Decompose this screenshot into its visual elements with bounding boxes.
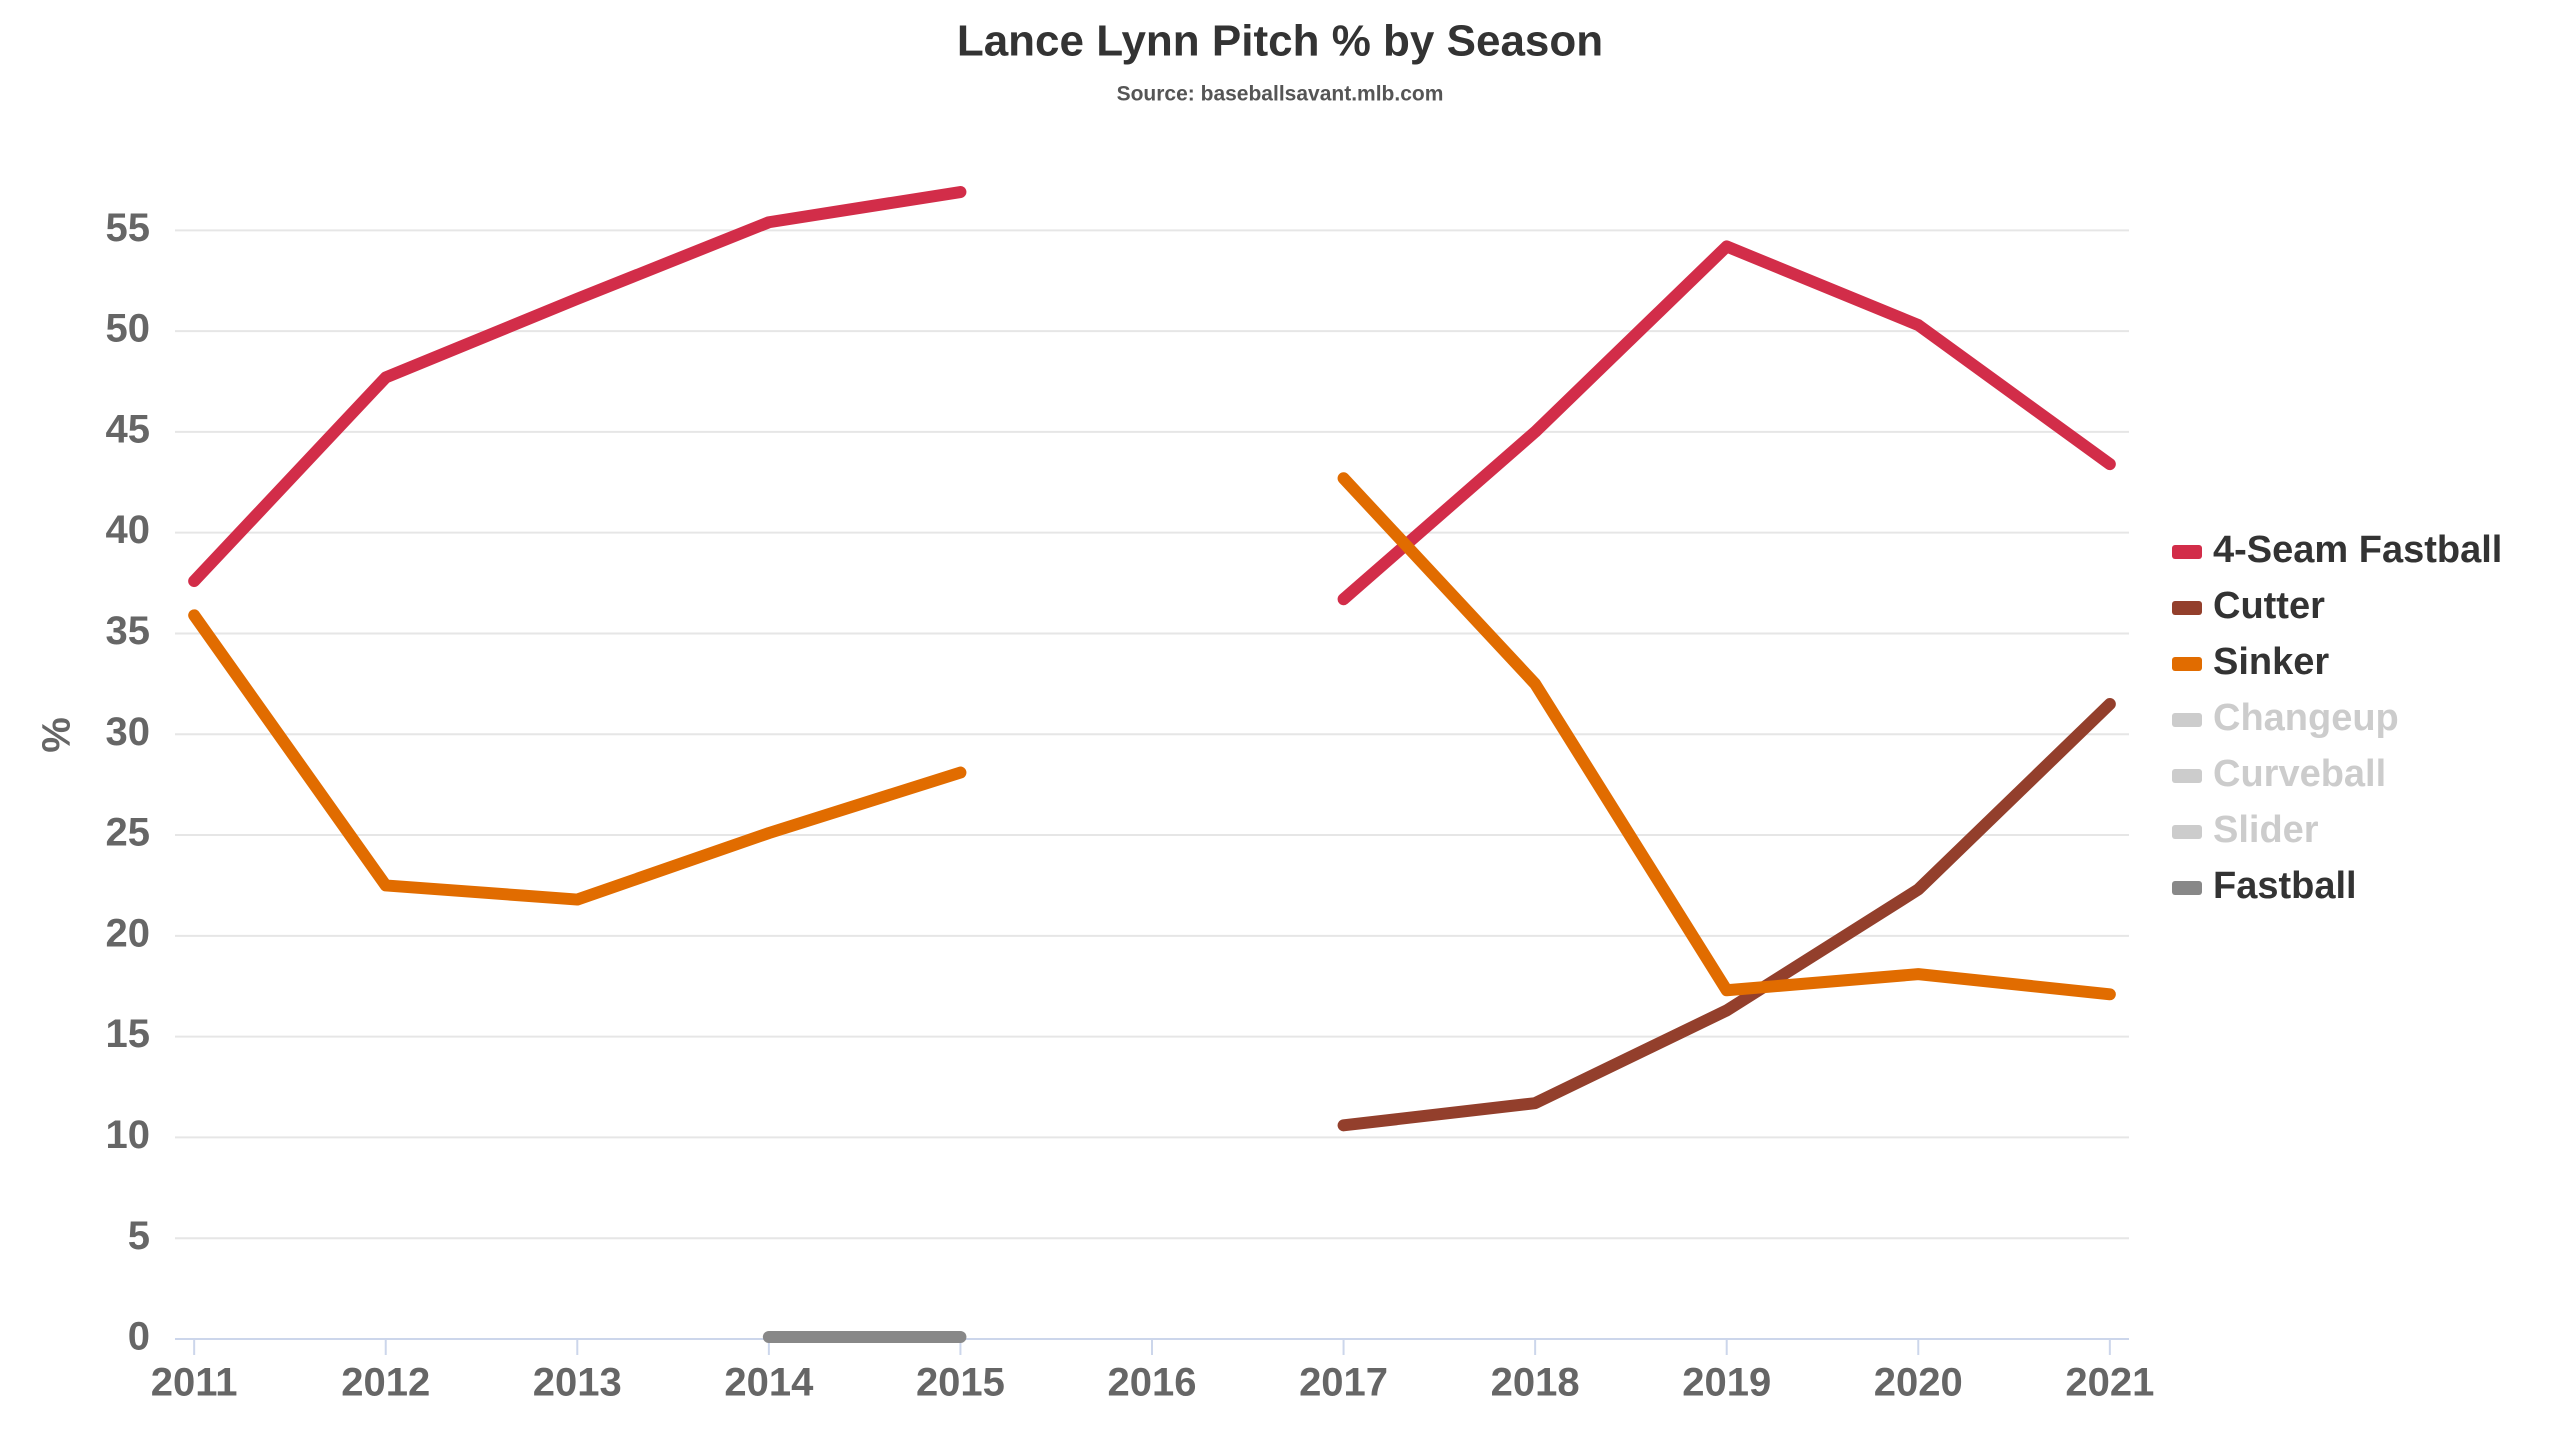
y-tick-label: 30 xyxy=(106,710,151,754)
legend-swatch xyxy=(2172,769,2202,783)
legend-label: Slider xyxy=(2213,809,2319,851)
y-tick-label: 40 xyxy=(106,508,151,552)
y-tick-label: 55 xyxy=(106,206,151,250)
x-tick-label: 2013 xyxy=(533,1361,622,1405)
series-line xyxy=(188,186,2116,606)
legend-label: Curveball xyxy=(2213,753,2386,795)
x-tick-label: 2021 xyxy=(2065,1361,2154,1405)
legend-label: 4-Seam Fastball xyxy=(2213,529,2502,571)
x-tick-label: 2012 xyxy=(341,1361,430,1405)
legend-label: Fastball xyxy=(2213,865,2357,907)
x-tick-label: 2014 xyxy=(724,1361,814,1405)
y-tick-label: 45 xyxy=(106,407,151,451)
y-tick-label: 25 xyxy=(106,811,151,855)
y-tick-label: 15 xyxy=(106,1012,151,1056)
legend-label: Cutter xyxy=(2213,585,2325,627)
legend-swatch xyxy=(2172,545,2202,559)
legend-swatch xyxy=(2172,881,2202,895)
y-tick-label: 10 xyxy=(106,1113,151,1157)
x-tick-label: 2017 xyxy=(1299,1361,1388,1405)
legend-swatch xyxy=(2172,825,2202,839)
x-tick-label: 2019 xyxy=(1682,1361,1771,1405)
x-tick-label: 2011 xyxy=(151,1361,238,1405)
y-tick-label: 50 xyxy=(106,307,151,351)
series-line xyxy=(1337,698,2116,1132)
y-axis-label: % xyxy=(35,717,79,753)
y-tick-label: 35 xyxy=(106,609,151,653)
y-tick-label: 0 xyxy=(128,1315,150,1359)
x-tick-label: 2018 xyxy=(1491,1361,1580,1405)
x-tick-label: 2016 xyxy=(1108,1361,1197,1405)
legend-swatch xyxy=(2172,657,2202,671)
series-line xyxy=(188,472,2116,1001)
chart-subtitle: Source: baseballsavant.mlb.com xyxy=(1117,83,1444,106)
legend-label: Changeup xyxy=(2213,697,2399,739)
legend-label: Sinker xyxy=(2213,641,2329,683)
chart-title: Lance Lynn Pitch % by Season xyxy=(957,17,1603,66)
y-tick-label: 5 xyxy=(128,1214,150,1258)
x-tick-label: 2015 xyxy=(916,1361,1005,1405)
y-tick-label: 20 xyxy=(106,911,151,955)
x-tick-label: 2020 xyxy=(1874,1361,1963,1405)
legend-swatch xyxy=(2172,713,2202,727)
legend-swatch xyxy=(2172,601,2202,615)
